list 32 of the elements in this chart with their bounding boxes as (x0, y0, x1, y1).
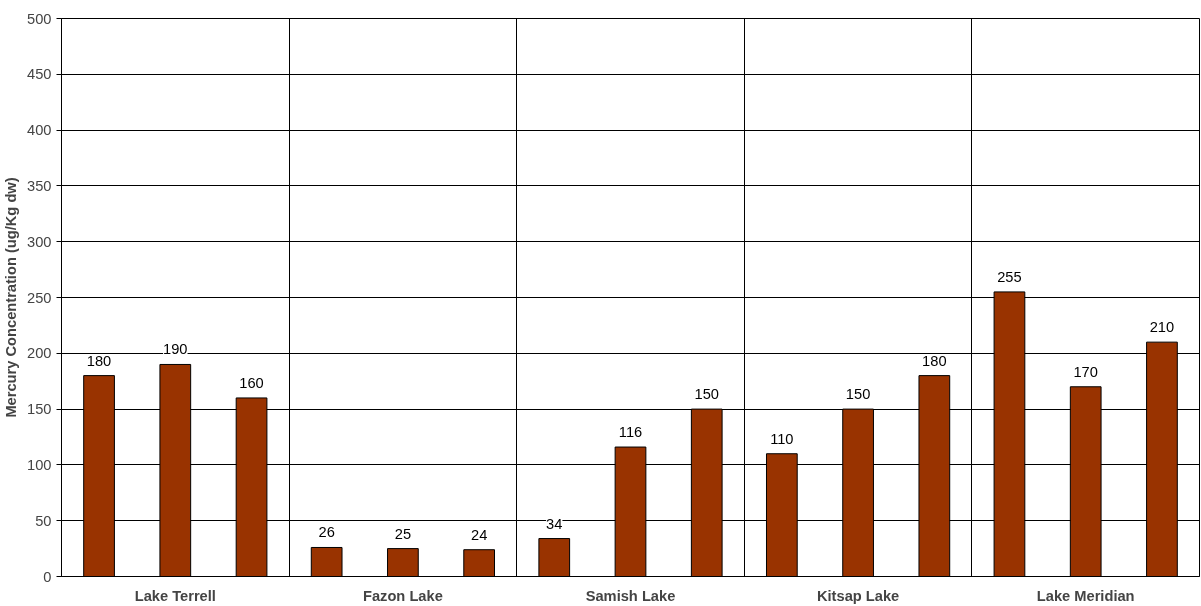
y-tick-label: 400 (27, 122, 52, 139)
data-label: 24 (470, 526, 488, 543)
x-tick-label: Samish Lake (585, 587, 676, 604)
data-label: 160 (239, 374, 264, 391)
data-label: 116 (618, 424, 643, 441)
y-tick-label: 300 (27, 233, 52, 250)
data-label: 190 (163, 341, 188, 358)
y-tick-label: 50 (35, 512, 52, 529)
x-tick-label: Kitsap Lake (816, 587, 900, 604)
y-tick-label: 250 (27, 289, 52, 306)
data-label: 26 (318, 524, 335, 541)
y-tick-label: 500 (27, 10, 52, 27)
data-label: 150 (694, 386, 719, 403)
data-label: 34 (546, 515, 563, 532)
data-label: 110 (770, 430, 794, 447)
x-tick-label: Fazon Lake (362, 587, 443, 604)
data-label: 180 (922, 352, 947, 369)
data-label: 255 (997, 268, 1022, 285)
x-tick-label: Lake Meridian (1036, 587, 1135, 604)
data-label: 210 (1149, 319, 1175, 336)
data-label: 150 (845, 386, 871, 403)
y-tick-label: 0 (43, 568, 52, 585)
x-tick-label: Lake Terrell (134, 587, 216, 604)
y-tick-label: 200 (27, 345, 52, 362)
data-label: 180 (86, 352, 112, 369)
y-tick-label: 100 (27, 456, 52, 473)
y-tick-label: 350 (27, 177, 52, 194)
y-tick-label: 450 (27, 66, 52, 83)
y-axis-title: Mercury Concentration (ug/Kg dw) (3, 177, 20, 418)
y-tick-label: 150 (27, 401, 52, 418)
data-label: 170 (1073, 363, 1098, 380)
data-label: 25 (394, 525, 412, 542)
